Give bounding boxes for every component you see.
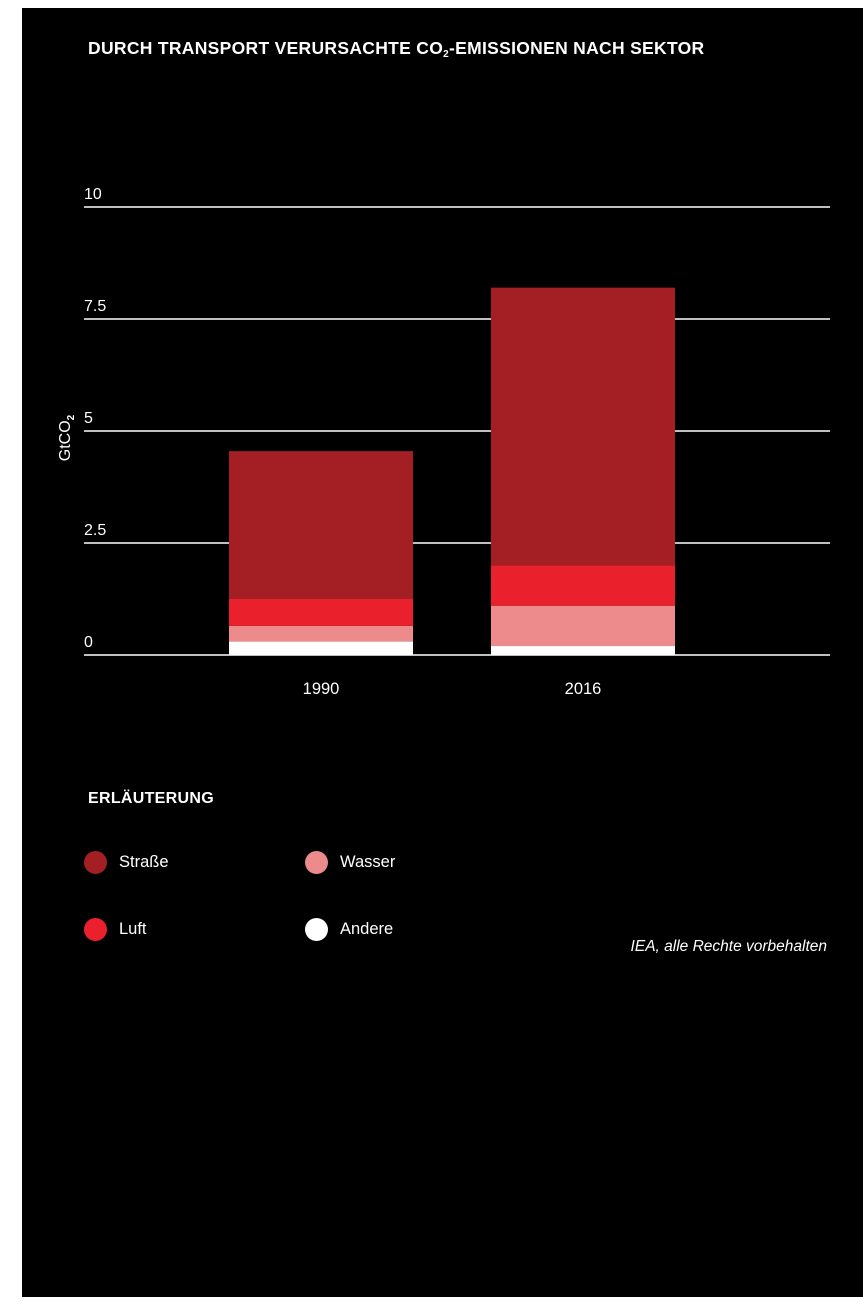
x-tick-label: 1990 xyxy=(303,680,340,698)
chart-panel: DURCH TRANSPORT VERURSACHTE CO2-EMISSION… xyxy=(22,8,863,1297)
bar-segment xyxy=(491,646,675,655)
y-tick-label: 7.5 xyxy=(84,298,106,315)
legend-item-andere: Andere xyxy=(305,918,393,941)
bar-segment xyxy=(491,287,675,566)
y-axis-label-main: GtCO xyxy=(57,420,74,461)
legend-title: ERLÄUTERUNG xyxy=(88,790,214,807)
y-tick-labels: 0 2.5 5 7.5 10 xyxy=(84,186,106,651)
y-tick-label: 0 xyxy=(84,634,93,651)
legend-item-luft: Luft xyxy=(84,918,147,941)
chart-title-subscript: 2 xyxy=(443,49,449,60)
legend-swatch-andere xyxy=(305,918,328,941)
bar-segment xyxy=(229,641,413,655)
bar-segment xyxy=(491,605,675,647)
legend-label-luft: Luft xyxy=(119,920,147,938)
x-tick-labels: 1990 2016 xyxy=(303,680,602,698)
gridlines xyxy=(84,206,830,656)
legend-label-wasser: Wasser xyxy=(340,853,396,871)
legend-item-wasser: Wasser xyxy=(305,851,395,874)
legend-item-strasse: Straße xyxy=(84,851,169,874)
y-tick-label: 5 xyxy=(84,410,93,427)
stacked-bar-chart: 0 2.5 5 7.5 10 1990 2016 GtCO2 xyxy=(57,186,830,698)
y-tick-label: 2.5 xyxy=(84,522,106,539)
legend-swatch-wasser xyxy=(305,851,328,874)
y-tick-label: 10 xyxy=(84,186,102,203)
legend-label-andere: Andere xyxy=(340,920,394,938)
y-axis-label-subscript: 2 xyxy=(66,414,77,420)
y-axis-label: GtCO2 xyxy=(57,414,77,461)
bar-segment xyxy=(229,599,413,626)
legend-swatch-luft xyxy=(84,918,107,941)
bar-segment xyxy=(491,565,675,606)
chart-title-main: DURCH TRANSPORT VERURSACHTE CO xyxy=(88,38,444,58)
legend-swatch-strasse xyxy=(84,851,107,874)
chart-title: DURCH TRANSPORT VERURSACHTE CO2-EMISSION… xyxy=(88,38,705,60)
bar-segment xyxy=(229,625,413,642)
x-tick-label: 2016 xyxy=(565,680,602,698)
bars xyxy=(229,287,675,655)
bar-segment xyxy=(229,451,413,599)
chart-title-rest: -EMISSIONEN NACH SEKTOR xyxy=(449,38,705,58)
legend-label-strasse: Straße xyxy=(119,853,169,871)
source-note: IEA, alle Rechte vorbehalten xyxy=(630,938,827,955)
